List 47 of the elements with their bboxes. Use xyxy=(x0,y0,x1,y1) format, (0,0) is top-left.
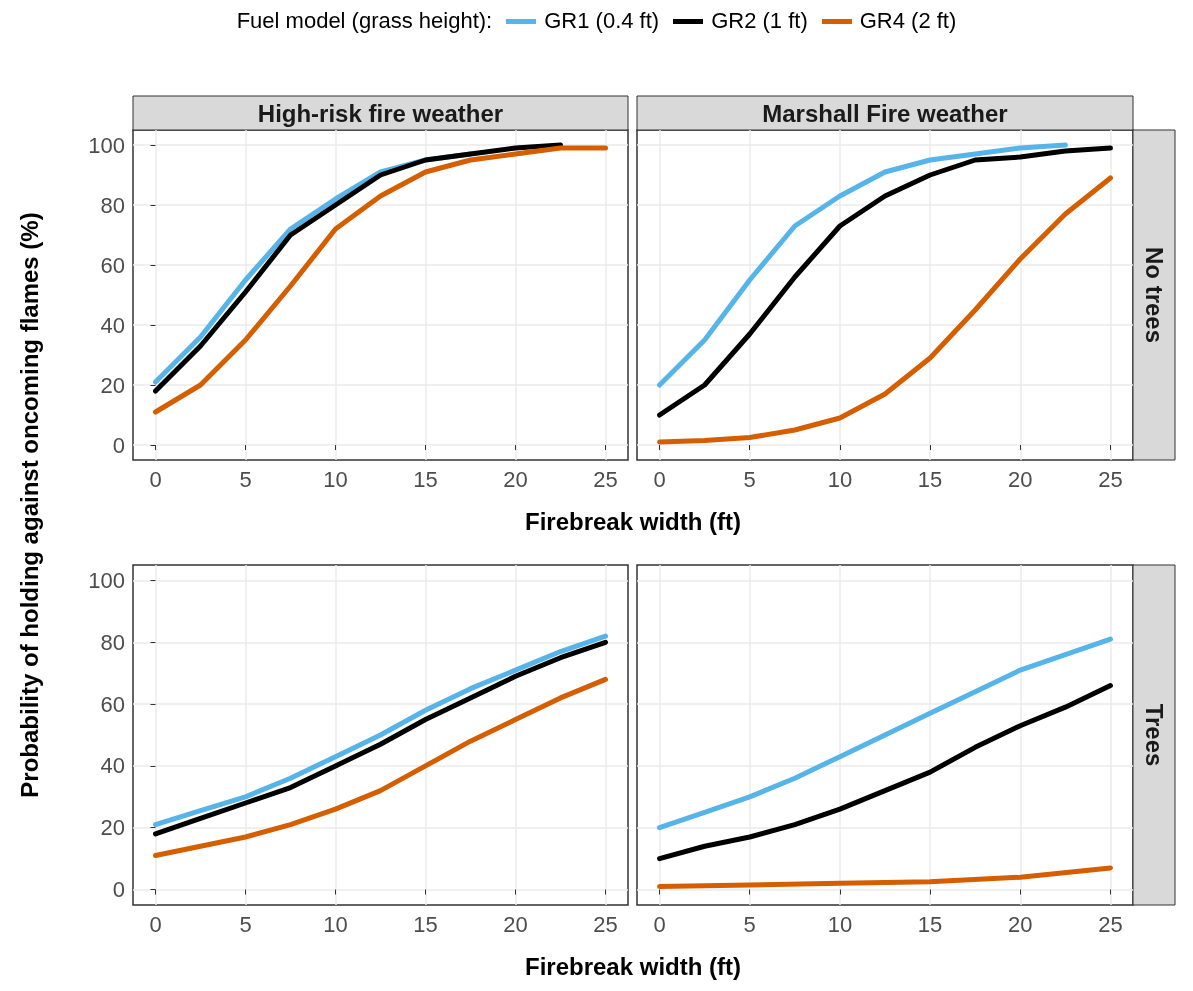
x-tick-label: 0 xyxy=(653,911,666,937)
y-tick-label: 40 xyxy=(100,312,125,338)
text: Trees xyxy=(1140,703,1168,767)
x-tick-label: 10 xyxy=(323,911,348,937)
x-tick-label: 25 xyxy=(593,466,618,492)
chart-title: High-risk fire weather xyxy=(257,99,504,127)
x-axis-title: Firebreak width (ft) xyxy=(524,508,742,536)
legend-label: GR2 (1 ft) xyxy=(711,8,808,34)
x-tick-label: 10 xyxy=(827,911,853,937)
x-tick-label: 10 xyxy=(827,466,853,492)
x-tick-label: 5 xyxy=(239,911,252,937)
y-tick-label: 40 xyxy=(100,753,125,779)
y-tick-label: 60 xyxy=(100,691,125,717)
x-tick-label: 15 xyxy=(413,911,438,937)
y-tick-label: 20 xyxy=(100,815,125,841)
legend-label: GR4 (2 ft) xyxy=(859,8,957,34)
x-tick-label: 0 xyxy=(149,911,162,937)
legend-title: Fuel model (grass height): xyxy=(236,8,493,34)
y-tick-label: 0 xyxy=(112,877,125,903)
x-tick-label: 25 xyxy=(1098,466,1123,492)
x-tick-label: 5 xyxy=(743,466,756,492)
x-tick-label: 10 xyxy=(323,466,348,492)
chart-title: Marshall Fire weather xyxy=(762,99,1008,127)
x-tick-label: 0 xyxy=(149,466,162,492)
x-tick-label: 25 xyxy=(1098,911,1123,937)
y-tick-label: 0 xyxy=(112,432,125,458)
x-tick-label: 20 xyxy=(1008,466,1033,492)
x-tick-label: 20 xyxy=(503,466,528,492)
legend-label: GR1 (0.4 ft) xyxy=(544,8,660,34)
x-tick-label: 15 xyxy=(413,466,438,492)
text: No trees xyxy=(1140,246,1168,344)
x-tick-label: 0 xyxy=(653,466,666,492)
x-tick-label: 15 xyxy=(917,466,943,492)
y-axis-title: Probability of holding against oncoming flames (%) xyxy=(16,211,44,800)
y-tick-label: 100 xyxy=(88,132,125,158)
x-tick-label: 5 xyxy=(239,466,252,492)
x-tick-label: 5 xyxy=(743,911,756,937)
y-tick-label: 80 xyxy=(100,192,125,218)
y-tick-label: 20 xyxy=(100,372,125,398)
x-tick-label: 25 xyxy=(593,911,618,937)
x-axis-title: Firebreak width (ft) xyxy=(524,953,742,981)
x-tick-label: 15 xyxy=(917,911,943,937)
y-tick-label: 60 xyxy=(100,252,125,278)
x-tick-label: 20 xyxy=(1008,911,1033,937)
y-tick-label: 100 xyxy=(88,567,125,593)
x-tick-label: 20 xyxy=(503,911,528,937)
y-tick-label: 80 xyxy=(100,629,125,655)
